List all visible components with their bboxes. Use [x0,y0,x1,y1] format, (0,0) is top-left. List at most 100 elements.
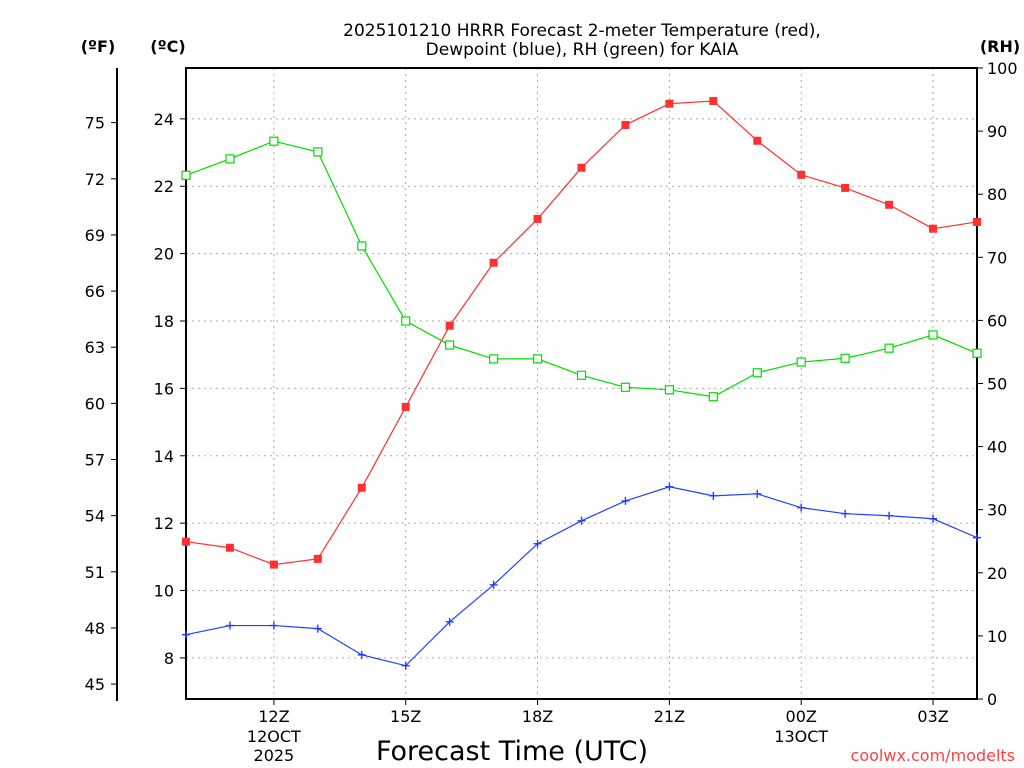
fahrenheit-tick-label: 63 [85,338,105,357]
temperature-point [182,537,190,546]
rh-point [269,136,279,146]
dewpoint-point [225,621,234,630]
rh-unit-label: (RH) [980,37,1020,56]
rh-point [664,385,674,395]
dewpoint-point [797,503,806,512]
rh-point [840,353,850,363]
temperature-point [709,97,718,106]
celsius-tick-label: 16 [154,379,174,398]
x-tick-label: 21Z [654,707,685,726]
title-line-1: 2025101210 HRRR Forecast 2-meter Tempera… [343,21,821,41]
x-tick-label: 18Z [522,707,553,726]
rh-point [357,241,367,251]
title-line-2: Dewpoint (blue), RH (green) for KAIA [426,40,739,60]
temperature-point [797,170,806,179]
rh-tick-label: 80 [987,185,1007,204]
celsius-tick-label: 20 [154,245,174,264]
temperature-point [489,258,498,267]
celsius-unit-label: (ºC) [150,37,185,56]
rh-point [401,316,411,326]
fahrenheit-unit-label: (ºF) [81,37,116,56]
rh-point [620,382,631,392]
fahrenheit-tick-label: 48 [85,619,105,638]
rh-tick-label: 70 [987,248,1007,267]
dewpoint-point [929,514,938,523]
dewpoint-point [313,624,322,633]
fahrenheit-tick-label: 54 [85,507,105,526]
rh-tick-label: 30 [987,501,1007,520]
rh-point [313,147,323,157]
x-tick-label: 00Z [786,707,817,726]
fahrenheit-tick-label: 69 [85,226,105,245]
x-axis-title: Forecast Time (UTC) [376,736,648,767]
rh-point [884,343,894,353]
dewpoint-point [533,539,542,548]
rh-line [185,140,978,398]
celsius-tick-label: 18 [154,312,174,331]
x-tick-label: 15Z [390,707,421,726]
plot-frame [185,67,978,700]
temperature-point [313,554,322,563]
dewpoint-point [401,661,410,670]
celsius-tick-label: 10 [154,582,174,601]
temperature-point [621,120,630,129]
credit-text: coolwx.com/modelts [851,746,1015,765]
rh-point [796,357,806,367]
fahrenheit-tick-label: 60 [85,394,105,413]
rh-point [489,354,499,364]
x-tick-sublabel: 12OCT [247,727,301,746]
temperature-point [577,163,586,172]
rh-point [708,392,718,402]
temperature-point [445,321,454,330]
temperature-point [929,224,938,233]
x-tick-label: 12Z [258,707,289,726]
fahrenheit-tick-label: 75 [85,114,105,133]
celsius-tick-label: 24 [154,110,174,129]
rh-tick-label: 90 [987,122,1007,141]
rh-point [972,348,982,358]
series-layer [181,97,982,670]
celsius-tick-label: 12 [154,514,174,533]
gridlines [186,68,977,699]
temperature-point [225,543,234,552]
temperature-point [973,217,981,226]
rh-tick-label: 20 [987,564,1007,583]
dewpoint-point [357,650,366,659]
fahrenheit-tick-label: 72 [85,170,105,189]
x-tick-sublabel: 13OCT [774,727,828,746]
x-tick-label: 03Z [917,707,948,726]
celsius-tick-label: 22 [154,177,174,196]
dewpoint-point [182,630,190,639]
dewpoint-point [885,511,894,520]
dewpoint-point [709,491,718,500]
temperature-point [885,200,894,209]
temperature-point [533,214,542,223]
rh-tick-label: 60 [987,311,1007,330]
fahrenheit-tick-label: 57 [85,451,105,470]
rh-tick-label: 10 [987,627,1007,646]
rh-tick-label: 100 [987,59,1018,78]
dewpoint-point [973,533,981,542]
rh-point [928,330,938,340]
temperature-point [269,560,278,569]
rh-point [576,370,587,380]
rh-tick-label: 40 [987,438,1007,457]
rh-point [225,154,235,164]
celsius-tick-label: 8 [164,649,174,668]
temperature-point [841,183,850,192]
dewpoint-point [621,496,630,505]
rh-point [181,170,191,180]
rh-tick-label: 50 [987,375,1007,394]
dewpoint-point [577,516,586,525]
rh-point [445,340,455,350]
rh-point [752,368,762,378]
fahrenheit-tick-label: 45 [85,675,105,694]
dewpoint-point [841,509,850,518]
dewpoint-point [445,617,454,626]
temperature-point [665,99,674,108]
fahrenheit-tick-label: 51 [85,563,105,582]
temperature-point [753,136,762,145]
temperature-point [401,402,410,411]
